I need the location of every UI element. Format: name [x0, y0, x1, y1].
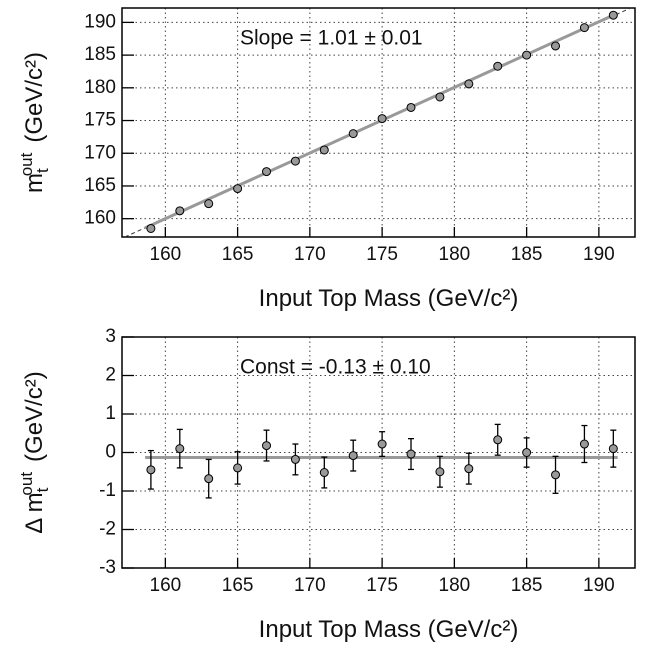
data-point	[464, 79, 474, 89]
data-point	[608, 444, 618, 454]
y-label-unit: (GeV/c²)	[21, 371, 48, 462]
data-point	[290, 454, 300, 464]
x-tick-label: 185	[511, 244, 543, 265]
annotation: Slope = 1.01 ± 0.01	[240, 27, 423, 50]
y-label-unit: (GeV/c²)	[21, 52, 48, 143]
panel: 160 165 170 175 180 185 190 -3 -2 -1 0 1 2 3 Const = -…	[17, 326, 636, 643]
data-point	[493, 61, 503, 71]
data-point	[522, 50, 532, 60]
data-point	[262, 441, 272, 451]
annotation: Const = -0.13 ± 0.10	[240, 356, 431, 379]
data-point	[319, 468, 329, 478]
data-point	[579, 23, 589, 33]
y-tick-label: 180	[84, 77, 116, 98]
x-tick-label: 185	[511, 575, 543, 596]
data-point	[608, 10, 618, 20]
data-point	[579, 439, 589, 449]
y-axis-label: mtout (GeV/c²)	[17, 52, 52, 193]
data-point	[493, 435, 503, 445]
x-tick-label: 175	[366, 244, 398, 265]
y-tick-label: -3	[99, 557, 116, 578]
x-tick-label: 175	[366, 575, 398, 596]
y-axis-label: Δ mtout (GeV/c²)	[17, 371, 52, 533]
x-tick-label: 160	[150, 575, 182, 596]
data-point	[551, 41, 561, 51]
y-tick-label: 175	[84, 110, 116, 131]
data-point	[551, 470, 561, 480]
panel: 160 165 170 175 180 185 190 160 165 170 175 180 185 1…	[17, 7, 636, 312]
y-label-prefix: Δ	[21, 518, 48, 534]
data-point	[319, 145, 329, 155]
x-tick-label: 170	[294, 575, 326, 596]
x-axis-label: Input Top Mass (GeV/c²)	[259, 285, 519, 312]
y-label-superscript: out	[17, 472, 36, 496]
y-tick-label: 170	[84, 142, 116, 163]
data-point	[233, 184, 243, 194]
y-tick-label: 1	[105, 403, 116, 424]
data-point	[406, 102, 416, 112]
data-point	[290, 156, 300, 166]
data-point	[522, 448, 532, 457]
data-point	[204, 474, 214, 484]
x-tick-label: 190	[583, 244, 615, 265]
y-tick-label: 2	[105, 365, 116, 386]
plot-frame	[121, 7, 636, 238]
y-label-superscript: out	[17, 152, 36, 176]
y-tick-label: 160	[84, 208, 116, 229]
x-tick-label: 180	[439, 575, 471, 596]
data-point	[377, 439, 387, 449]
x-tick-label: 190	[583, 575, 615, 596]
y-tick-label: -1	[99, 480, 116, 501]
data-point	[262, 167, 272, 177]
data-point	[406, 449, 416, 459]
plot-frame	[121, 336, 636, 569]
data-point	[204, 199, 214, 209]
y-tick-label: -2	[99, 519, 116, 540]
y-label-symbol: m	[21, 173, 48, 193]
data-point	[348, 451, 358, 461]
x-axis-label: Input Top Mass (GeV/c²)	[259, 616, 519, 643]
y-tick-label: 190	[84, 11, 116, 32]
data-point	[377, 114, 387, 124]
data-point	[175, 444, 185, 454]
y-label-subscript: t	[33, 487, 52, 492]
x-tick-label: 180	[439, 244, 471, 265]
data-point	[146, 223, 156, 233]
data-point	[435, 467, 445, 477]
x-tick-label: 165	[222, 575, 254, 596]
y-tick-label: 185	[84, 44, 116, 65]
data-point	[348, 129, 358, 139]
data-point	[435, 92, 445, 102]
data-point	[146, 465, 156, 475]
y-tick-label: 0	[105, 442, 116, 463]
data-point	[233, 463, 243, 473]
y-label-symbol: m	[21, 492, 48, 512]
y-label-subscript: t	[33, 168, 52, 173]
data-point	[464, 464, 474, 474]
data-point	[175, 206, 185, 216]
x-tick-label: 160	[150, 244, 182, 265]
x-tick-label: 165	[222, 244, 254, 265]
y-tick-label: 3	[105, 326, 116, 347]
y-tick-label: 165	[84, 175, 116, 196]
x-tick-label: 170	[294, 244, 326, 265]
